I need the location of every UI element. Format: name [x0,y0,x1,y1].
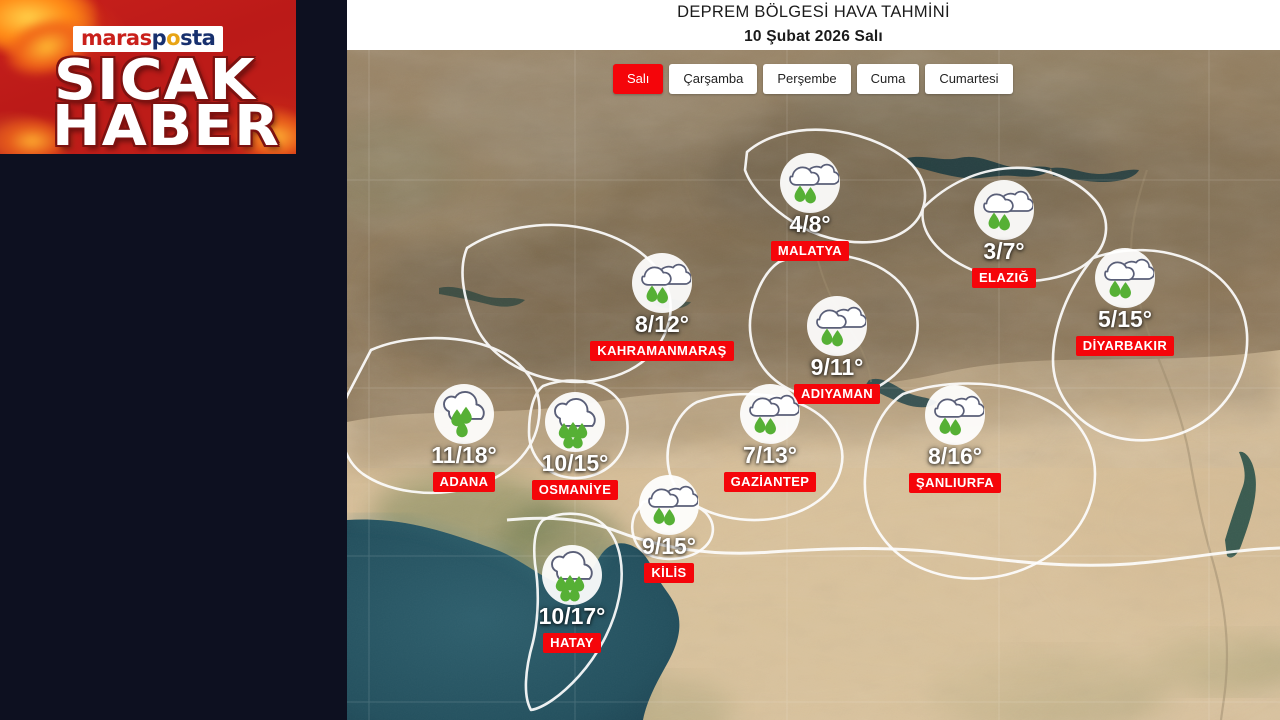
city-temperature: 3/7° [983,238,1025,264]
cloud-heavy-rain-icon [545,392,605,452]
city-name-label: ADANA [432,472,496,492]
city-temperature: 7/13° [743,442,797,468]
city-temperature: 9/15° [642,533,696,559]
masthead-p: p [151,26,167,50]
two-clouds-rain-icon [740,384,800,444]
city-temperature: 5/15° [1098,306,1152,332]
tab-sal-[interactable]: Salı [613,64,664,94]
masthead-o-dot-icon: o [166,26,181,50]
city-name-label: ŞANLIURFA [909,473,1001,493]
day-tab-bar: Salı Çarşamba Perşembe Cuma Cumartesi [613,64,1013,94]
city-temperature: 8/12° [635,311,689,337]
tab-per-embe[interactable]: Perşembe [763,64,851,94]
city-temperature: 9/11° [810,354,864,380]
page-subtitle-date: 10 Şubat 2026 Salı [744,28,883,45]
tab--ar-amba[interactable]: Çarşamba [669,64,758,94]
map-area: DEPREM BÖLGESİ HAVA TAHMİNİ 10 Şubat 202… [347,0,1280,720]
two-clouds-rain-icon [925,385,985,445]
cloud-heavy-rain-icon [542,545,602,605]
city-name-label: ADIYAMAN [793,384,881,404]
masthead-maras: maras [81,26,152,50]
city-name-label: HATAY [543,633,601,653]
cloud-rain-icon [434,384,494,444]
city-name-label: DİYARBAKIR [1075,336,1175,356]
logo-text-haber: HABER [52,94,281,155]
two-clouds-rain-icon [974,180,1034,240]
map-header: DEPREM BÖLGESİ HAVA TAHMİNİ 10 Şubat 202… [347,0,1280,50]
two-clouds-rain-icon [1095,248,1155,308]
city-temperature: 8/16° [928,443,982,469]
city-temperature: 4/8° [789,211,831,237]
city-temperature: 11/18° [431,442,497,468]
sicak-haber-logo-banner: marasposta SICAK HABER [0,0,296,154]
city-temperature: 10/17° [538,603,606,629]
masthead-sta: sta [180,26,216,50]
city-name-label: MALATYA [770,241,850,261]
city-name-label: KAHRAMANMARAŞ [590,341,734,361]
city-name-label: OSMANİYE [531,480,619,500]
tab-cuma[interactable]: Cuma [856,64,920,94]
two-clouds-rain-icon [807,296,867,356]
city-temperature: 10/15° [541,450,609,476]
two-clouds-rain-icon [639,475,699,535]
city-name-label: ELAZIĞ [971,268,1037,288]
city-name-label: GAZİANTEP [723,472,817,492]
two-clouds-rain-icon [632,253,692,313]
left-branding-panel: marasposta SICAK HABER [0,0,347,720]
page-title: DEPREM BÖLGESİ HAVA TAHMİNİ [677,3,950,21]
two-clouds-rain-icon [780,153,840,213]
city-name-label: KİLİS [644,563,694,583]
tab-cumartesi[interactable]: Cumartesi [925,64,1013,94]
